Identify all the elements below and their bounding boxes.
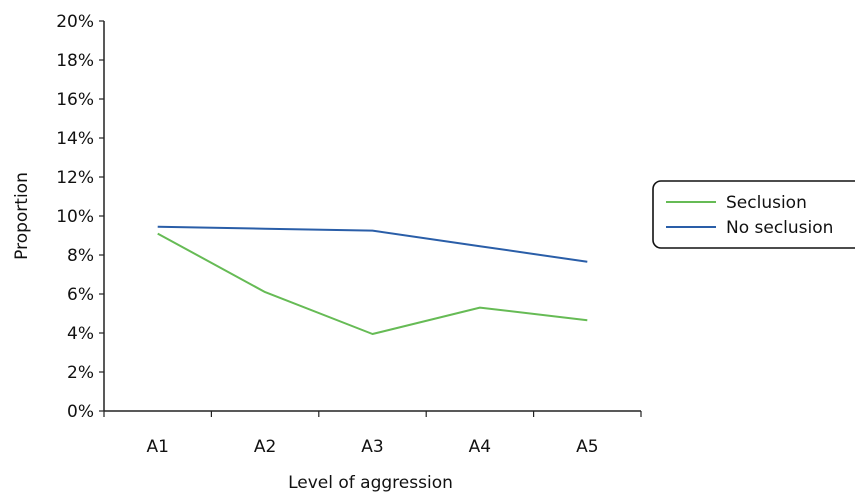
x-axis: A1 A2 A3 A4 A5 bbox=[103, 410, 642, 457]
y-tick-label: 2% bbox=[67, 363, 94, 383]
y-tick-label: 14% bbox=[56, 129, 94, 149]
x-tick-label: A2 bbox=[254, 437, 276, 457]
x-tick-label: A4 bbox=[469, 437, 491, 457]
y-tick-label: 16% bbox=[56, 90, 94, 110]
y-tick-label: 20% bbox=[56, 12, 94, 32]
y-tick-label: 6% bbox=[67, 285, 94, 305]
y-axis: 0% 2% 4% 6% 8% 10% 12% 14% 16% 18% 20% bbox=[56, 12, 105, 422]
legend-box bbox=[652, 180, 855, 249]
series-line-no-seclusion bbox=[157, 225, 588, 263]
x-tick-label: A5 bbox=[576, 437, 598, 457]
y-tick-label: 4% bbox=[67, 324, 94, 344]
legend-label-seclusion: Seclusion bbox=[726, 193, 807, 213]
series-line-seclusion bbox=[157, 232, 588, 335]
y-tick-label: 0% bbox=[67, 402, 94, 422]
y-axis-title: Proportion bbox=[12, 172, 32, 260]
x-tick-label: A3 bbox=[361, 437, 383, 457]
y-tick-label: 8% bbox=[67, 246, 94, 266]
x-tick-label: A1 bbox=[146, 437, 168, 457]
x-axis-title: Level of aggression bbox=[288, 473, 453, 493]
legend: Seclusion No seclusion bbox=[652, 180, 855, 249]
legend-label-no-seclusion: No seclusion bbox=[726, 218, 833, 238]
y-tick-label: 10% bbox=[56, 207, 94, 227]
y-tick-label: 18% bbox=[56, 51, 94, 71]
y-tick-label: 12% bbox=[56, 168, 94, 188]
series-lines bbox=[157, 225, 588, 335]
